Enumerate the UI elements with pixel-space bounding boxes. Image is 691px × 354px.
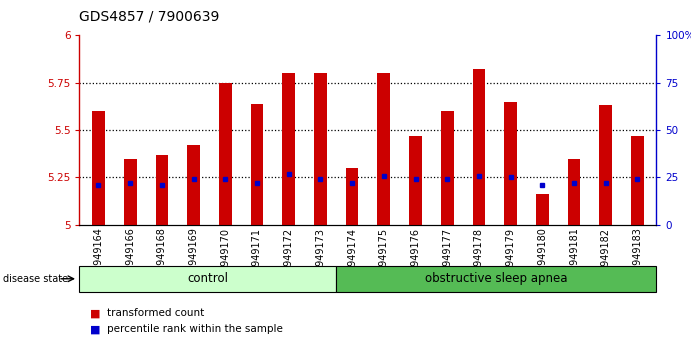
Bar xyxy=(473,69,485,225)
Bar xyxy=(219,83,231,225)
Text: ■: ■ xyxy=(90,324,100,334)
Bar xyxy=(336,266,656,292)
Bar xyxy=(409,136,422,225)
Bar xyxy=(187,145,200,225)
Text: transformed count: transformed count xyxy=(107,308,205,318)
Text: control: control xyxy=(187,272,228,285)
Bar xyxy=(441,111,453,225)
Bar xyxy=(536,194,549,225)
Bar xyxy=(631,136,644,225)
Bar xyxy=(124,159,137,225)
Text: obstructive sleep apnea: obstructive sleep apnea xyxy=(425,272,567,285)
Text: percentile rank within the sample: percentile rank within the sample xyxy=(107,324,283,334)
Bar xyxy=(251,104,263,225)
Text: GDS4857 / 7900639: GDS4857 / 7900639 xyxy=(79,9,220,23)
Bar xyxy=(283,73,295,225)
Bar xyxy=(79,266,336,292)
Bar xyxy=(568,159,580,225)
Bar xyxy=(504,102,517,225)
Text: disease state: disease state xyxy=(3,274,68,284)
Bar xyxy=(155,155,168,225)
Bar xyxy=(599,105,612,225)
Bar xyxy=(346,168,359,225)
Bar xyxy=(377,73,390,225)
Bar xyxy=(314,73,327,225)
Text: ■: ■ xyxy=(90,308,100,318)
Bar xyxy=(92,111,105,225)
